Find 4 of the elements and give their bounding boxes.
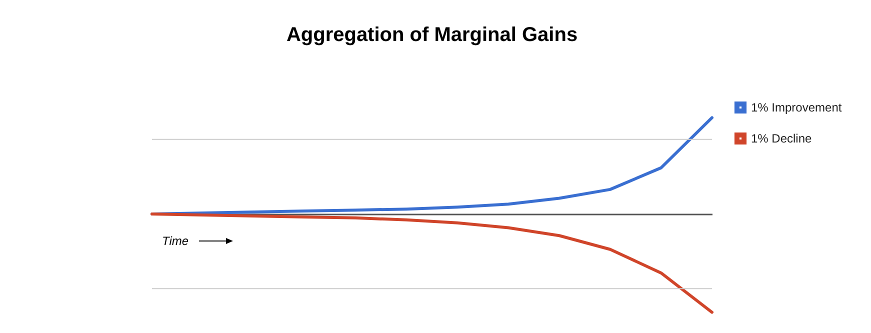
legend-label: 1% Decline bbox=[751, 132, 812, 146]
chart-title: Aggregation of Marginal Gains bbox=[286, 24, 578, 46]
legend-label: 1% Improvement bbox=[751, 100, 842, 114]
annotation: Time bbox=[162, 234, 189, 248]
